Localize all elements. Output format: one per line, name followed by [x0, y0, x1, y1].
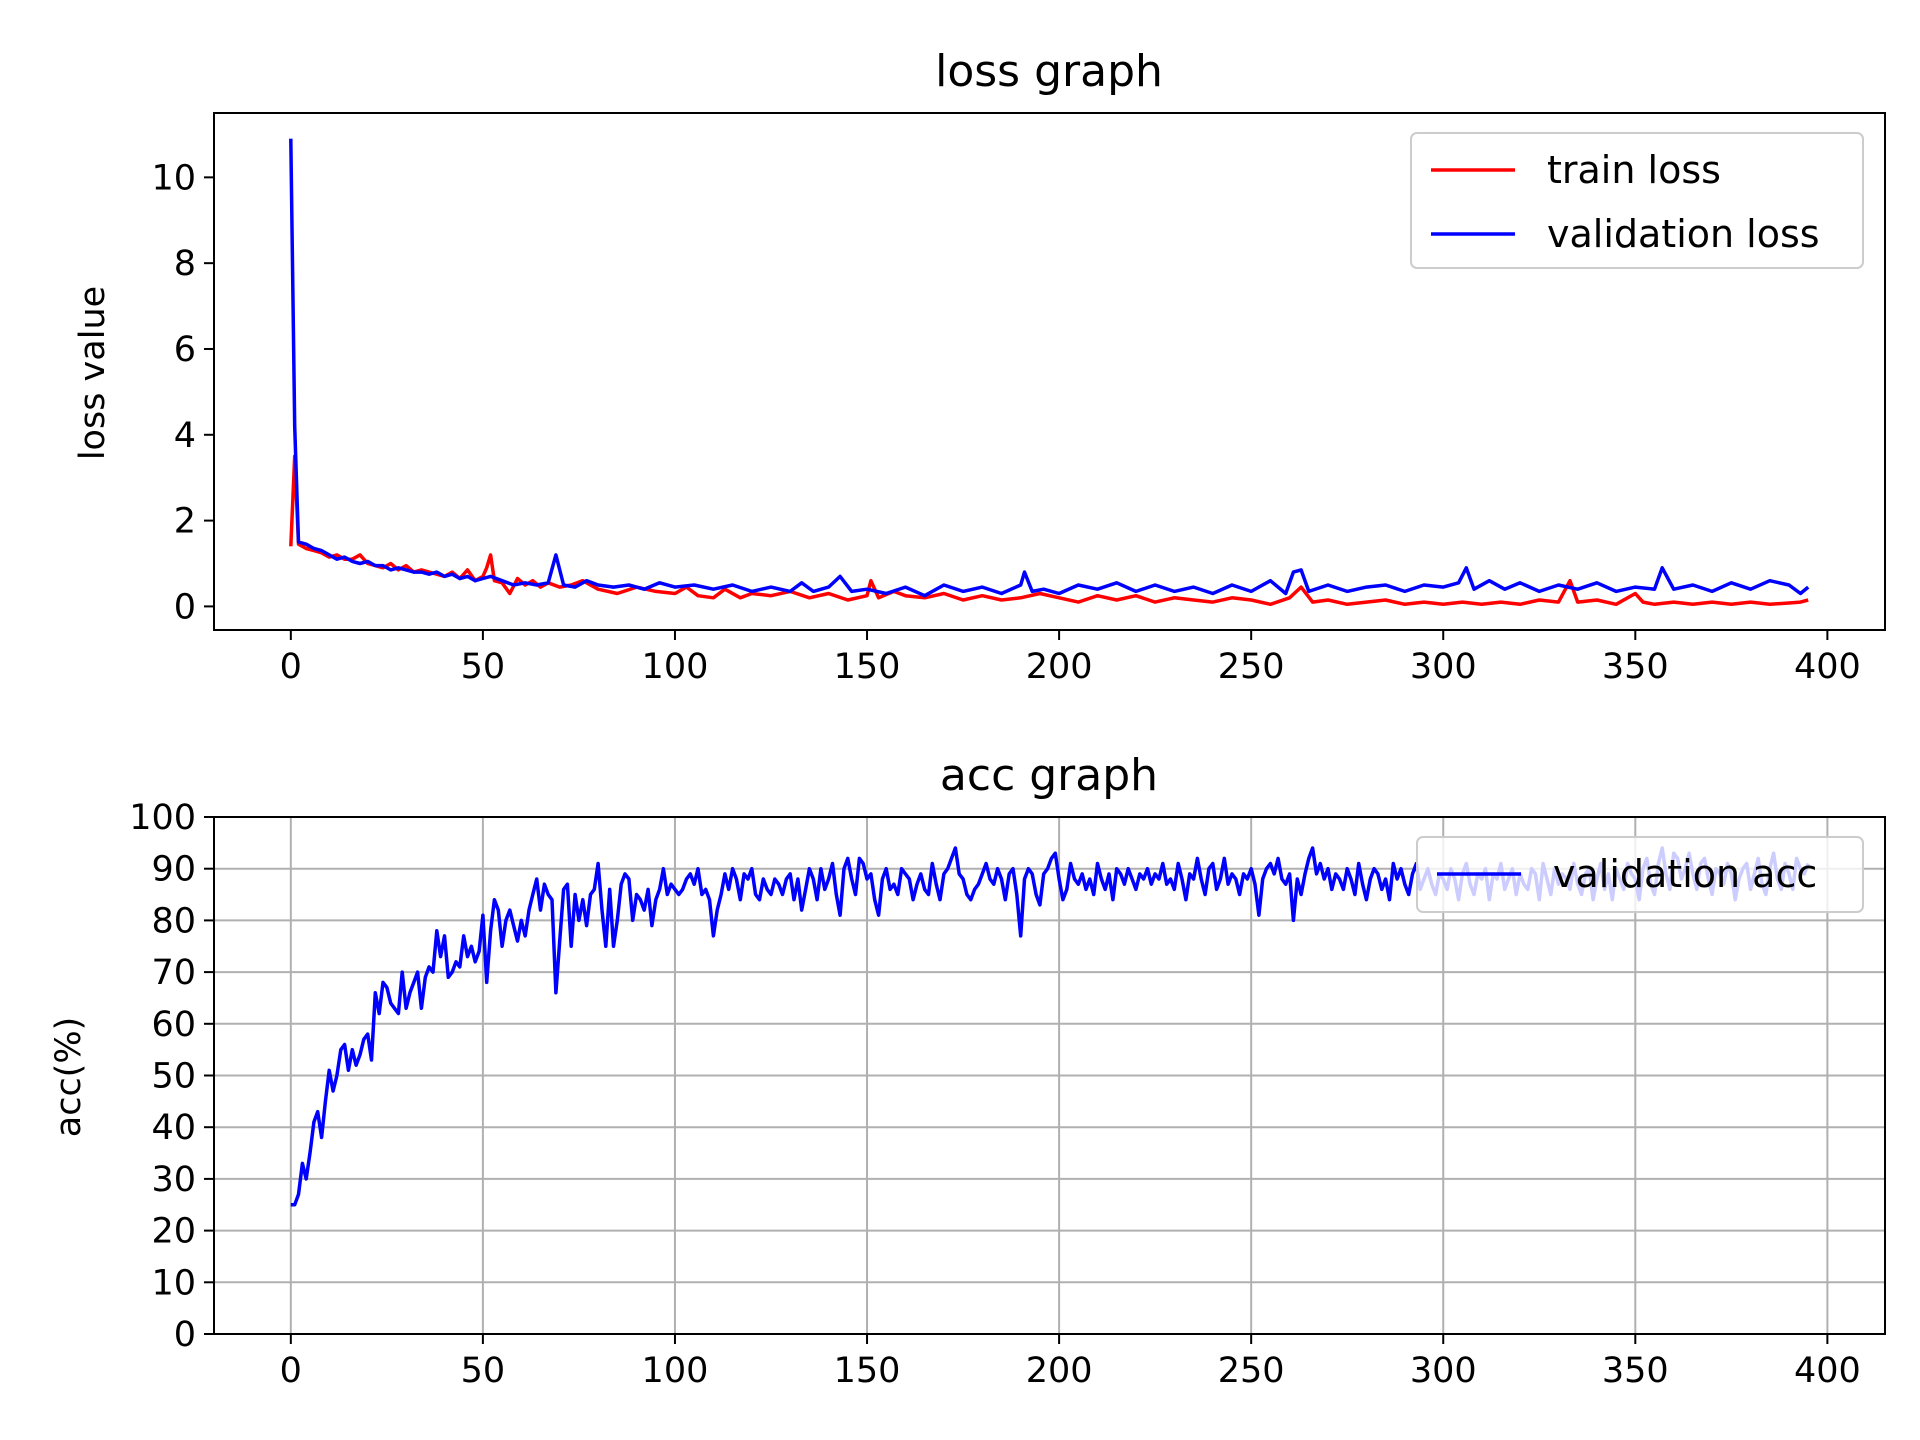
acc-chart-xtick-label-1: 50: [461, 1351, 506, 1391]
acc-chart-legend-label-0: validation acc: [1553, 852, 1817, 896]
loss-chart-ytick-label-1: 2: [174, 502, 196, 542]
loss-chart-xtick-label-2: 100: [642, 647, 709, 687]
loss-chart-xtick-label-1: 50: [461, 647, 506, 687]
loss-chart-ytick-label-4: 8: [174, 244, 196, 284]
acc-chart-ytick-label-2: 20: [151, 1212, 196, 1252]
loss-chart-title: loss graph: [935, 46, 1163, 97]
acc-chart-ytick-label-7: 70: [151, 953, 196, 993]
acc-chart-ytick-label-1: 10: [151, 1263, 196, 1303]
loss-chart-xtick-label-0: 0: [280, 647, 302, 687]
acc-chart-xtick-label-3: 150: [834, 1351, 901, 1391]
acc-chart-ytick-label-6: 60: [151, 1005, 196, 1045]
acc-chart-legend-box: [1416, 836, 1864, 913]
loss-chart-ylabel: loss value: [73, 286, 113, 460]
acc-chart-xticks: 0 50 100 150 200 250 300 350 400: [280, 1334, 1861, 1391]
loss-chart-legend-box: [1410, 132, 1864, 269]
loss-chart-ytick-label-2: 4: [174, 416, 196, 456]
loss-chart-ytick-label-0: 0: [174, 587, 196, 627]
loss-chart-xtick-label-7: 350: [1602, 647, 1669, 687]
loss-chart-xtick-label-6: 300: [1410, 647, 1477, 687]
loss-chart-legend-label-1: validation loss: [1547, 212, 1820, 256]
loss-chart-xticks: 0 50 100 150 200 250 300 350 400: [280, 630, 1861, 687]
loss-chart-series: [289, 138, 1810, 607]
acc-chart-xtick-label-8: 400: [1794, 1351, 1861, 1391]
acc-chart-ytick-label-0: 0: [174, 1315, 196, 1355]
acc-chart-xtick-label-4: 200: [1026, 1351, 1093, 1391]
acc-chart-ytick-label-8: 80: [151, 901, 196, 941]
acc-chart-ytick-label-3: 30: [151, 1160, 196, 1200]
loss-chart-ytick-label-3: 6: [174, 330, 196, 370]
loss-chart-xtick-label-4: 200: [1026, 647, 1093, 687]
acc-chart-ytick-label-4: 40: [151, 1108, 196, 1148]
loss-chart: loss graph loss value 0 50 100 150 200 250 300…: [73, 46, 1886, 687]
acc-chart-xtick-label-5: 250: [1218, 1351, 1285, 1391]
loss-chart-ytick-label-5: 10: [151, 158, 196, 198]
acc-chart: acc graph acc(%) 0 50 100 150 200 250 300 350 40…: [49, 750, 1886, 1391]
acc-chart-ytick-label-10: 100: [129, 798, 196, 838]
loss-chart-legend-label-0: train loss: [1547, 148, 1721, 192]
loss-chart-series-validation-loss: [289, 138, 1810, 598]
acc-chart-yticks: 0 10 20 30 40 50 60 70 80 90 100: [129, 798, 214, 1355]
loss-chart-yticks: 0 2 4 6 8 10: [151, 158, 214, 627]
acc-chart-ytick-label-5: 50: [151, 1057, 196, 1097]
acc-chart-legend: validation acc: [1416, 836, 1864, 913]
loss-chart-frame: [213, 112, 1886, 631]
acc-chart-xtick-label-0: 0: [280, 1351, 302, 1391]
acc-chart-xtick-label-6: 300: [1410, 1351, 1477, 1391]
acc-chart-ylabel: acc(%): [49, 1017, 89, 1138]
acc-chart-title: acc graph: [940, 750, 1158, 801]
loss-chart-xtick-label-8: 400: [1794, 647, 1861, 687]
loss-chart-legend: train loss validation loss: [1410, 132, 1864, 269]
loss-chart-xtick-label-3: 150: [834, 647, 901, 687]
loss-chart-series-train-loss: [289, 454, 1809, 607]
loss-chart-xtick-label-5: 250: [1218, 647, 1285, 687]
acc-chart-xtick-label-2: 100: [642, 1351, 709, 1391]
acc-chart-ytick-label-9: 90: [151, 850, 196, 890]
acc-chart-xtick-label-7: 350: [1602, 1351, 1669, 1391]
